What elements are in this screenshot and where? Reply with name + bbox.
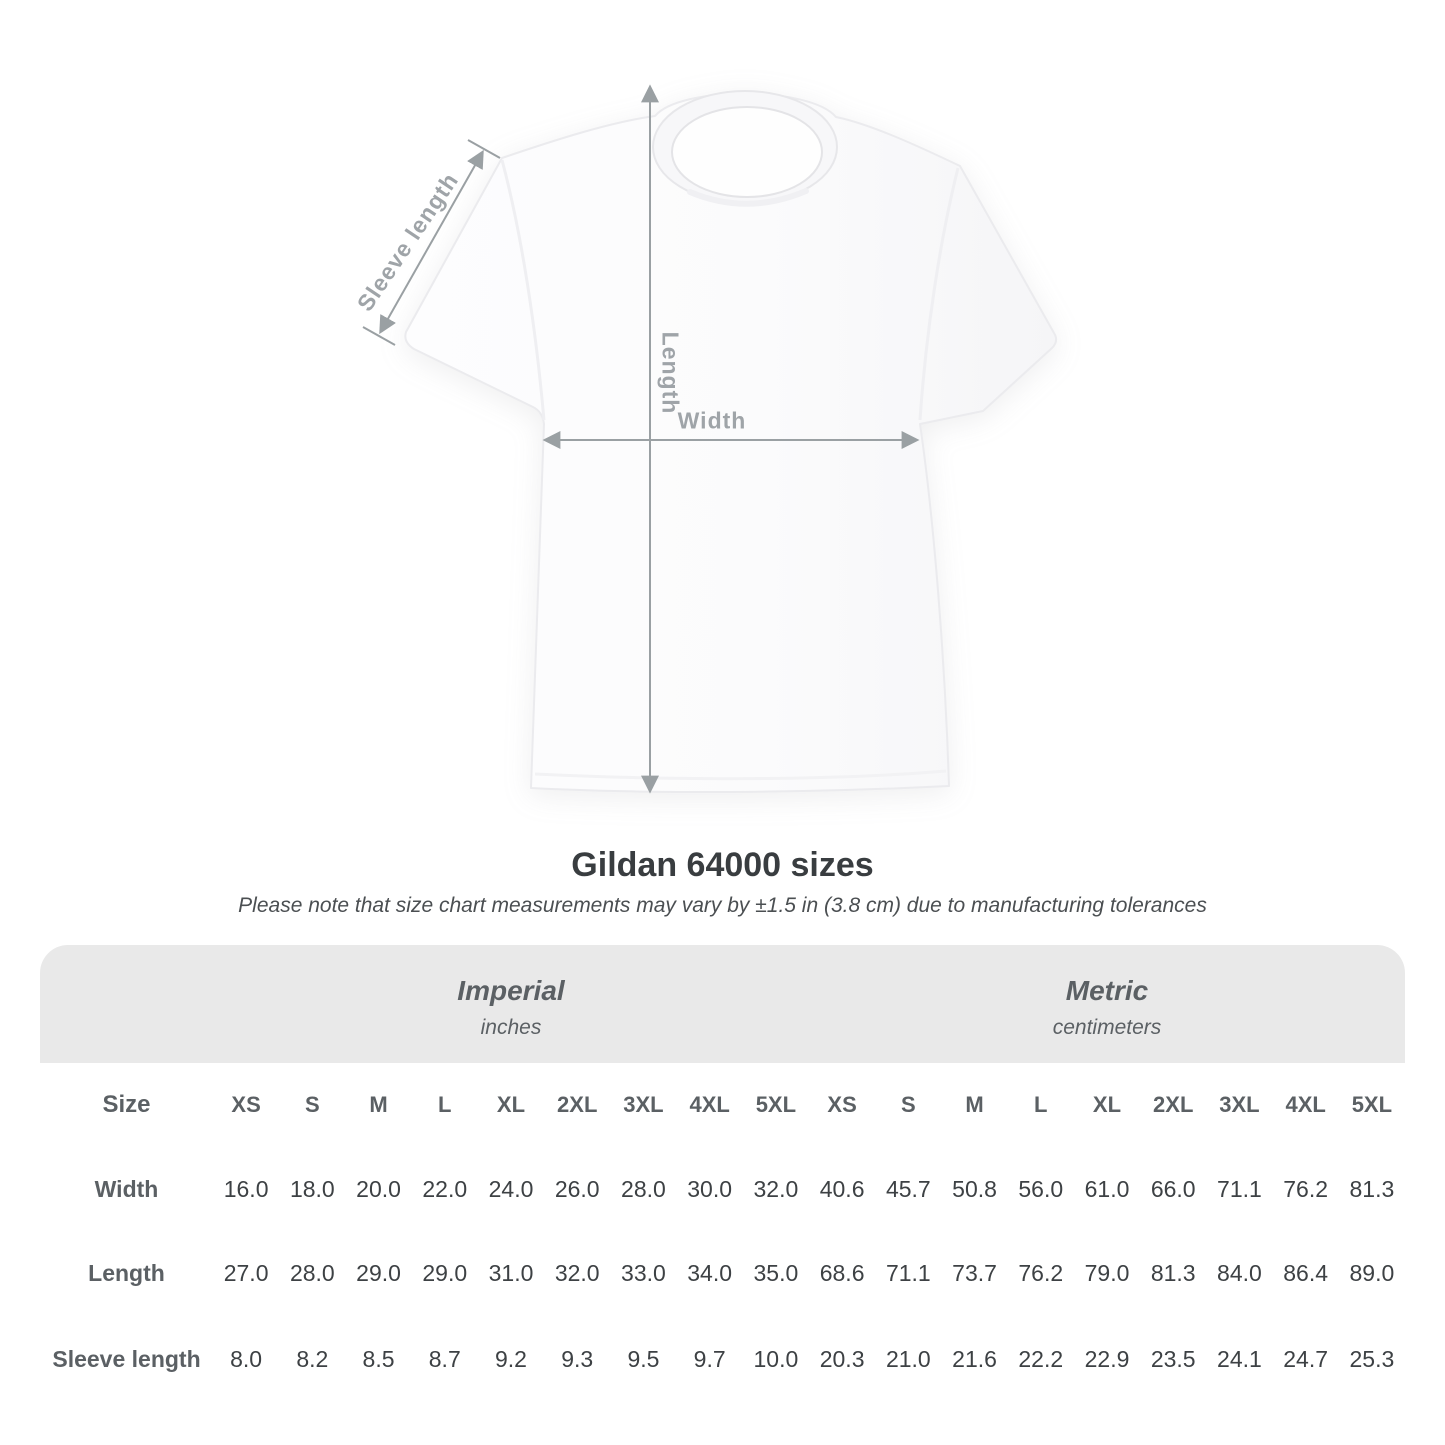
size-table-grid: Size XS S M L XL 2XL 3XL 4XL 5XL XS S M L XL 2XL 3XL 4XL 5… xyxy=(40,1063,1405,1403)
size-header-l: L xyxy=(1034,1092,1048,1117)
size-value-cell: 30.0 xyxy=(687,1175,733,1202)
size-value-cell: 24.7 xyxy=(1283,1345,1329,1372)
size-value-cell: 8.7 xyxy=(428,1345,461,1372)
size-value-cell: 68.6 xyxy=(819,1259,865,1286)
size-header-4xl: 4XL xyxy=(1285,1092,1326,1117)
measurement-arrows xyxy=(362,84,920,794)
size-value-cell: 16.0 xyxy=(223,1175,269,1202)
size-value-cell: 21.6 xyxy=(952,1345,997,1372)
size-value-cell: 40.6 xyxy=(819,1175,865,1202)
size-value-cell: 79.0 xyxy=(1084,1259,1130,1286)
size-value-cell: 24.0 xyxy=(488,1175,534,1202)
size-header-xl: XL xyxy=(1092,1092,1122,1117)
size-value-cell: 9.2 xyxy=(495,1345,527,1372)
size-value-cell: 22.0 xyxy=(422,1175,468,1202)
size-header-2xl: 2XL xyxy=(557,1092,598,1117)
size-value-cell: 20.3 xyxy=(819,1345,865,1372)
size-value-cell: 66.0 xyxy=(1150,1175,1196,1202)
size-header-3xl: 3XL xyxy=(1219,1092,1260,1117)
length-label: Length xyxy=(657,331,684,415)
size-value-cell: 21.0 xyxy=(885,1345,931,1372)
size-header-2xl: 2XL xyxy=(1153,1092,1194,1117)
size-value-cell: 25.3 xyxy=(1349,1345,1395,1372)
size-value-cell: 22.2 xyxy=(1018,1345,1064,1372)
page-title: Gildan 64000 sizes xyxy=(571,846,874,884)
size-value-cell: 81.3 xyxy=(1349,1175,1395,1202)
band-size-spacer xyxy=(40,945,213,1063)
imperial-group-name: Imperial xyxy=(457,974,565,1006)
size-value-cell: 8.0 xyxy=(230,1345,263,1372)
size-value-cell: 29.0 xyxy=(356,1259,401,1286)
size-value-cell: 9.3 xyxy=(561,1345,594,1372)
width-label: Width xyxy=(677,407,747,434)
size-header-xs: XS xyxy=(827,1092,857,1117)
size-value-cell: 35.0 xyxy=(753,1259,799,1286)
size-value-cell: 76.2 xyxy=(1283,1175,1329,1202)
row-label-sleeve-length: Sleeve length xyxy=(52,1345,201,1372)
size-value-cell: 31.0 xyxy=(488,1259,534,1286)
size-value-cell: 86.4 xyxy=(1283,1259,1329,1286)
size-header-5xl: 5XL xyxy=(1351,1092,1393,1117)
size-value-cell: 28.0 xyxy=(621,1175,666,1202)
size-value-cell: 9.7 xyxy=(693,1345,726,1372)
size-header-xl: XL xyxy=(496,1092,526,1117)
size-value-cell: 26.0 xyxy=(554,1175,600,1202)
size-header-xs: XS xyxy=(231,1092,261,1117)
size-header-m: M xyxy=(369,1092,388,1117)
row-label-length: Length xyxy=(88,1259,165,1286)
size-value-cell: 76.2 xyxy=(1018,1259,1064,1286)
size-value-cell: 10.0 xyxy=(753,1345,799,1372)
tshirt-illustration xyxy=(362,84,1058,794)
size-value-cell: 84.0 xyxy=(1217,1259,1262,1286)
size-header-l: L xyxy=(438,1092,452,1117)
sleeve-arrow-end-tick xyxy=(467,139,501,159)
size-value-cell: 27.0 xyxy=(223,1259,269,1286)
size-header-4xl: 4XL xyxy=(689,1092,730,1117)
row-label-width: Width xyxy=(94,1175,159,1202)
size-value-cell: 32.0 xyxy=(753,1175,799,1202)
size-header-5xl: 5XL xyxy=(755,1092,797,1117)
size-value-cell: 89.0 xyxy=(1349,1259,1395,1286)
size-value-cell: 8.5 xyxy=(362,1345,395,1372)
size-column-header: Size xyxy=(102,1091,151,1118)
size-value-cell: 61.0 xyxy=(1084,1175,1130,1202)
unit-group-band: Imperial inches Metric centimeters xyxy=(40,945,1405,1063)
size-value-cell: 33.0 xyxy=(621,1259,666,1286)
size-value-cell: 8.2 xyxy=(296,1345,329,1372)
size-value-cell: 71.1 xyxy=(1217,1175,1262,1202)
size-value-cell: 29.0 xyxy=(422,1259,468,1286)
tolerance-note: Please note that size chart measurements… xyxy=(238,894,1207,917)
size-value-cell: 32.0 xyxy=(554,1259,600,1286)
tshirt-measurement-diagram: Sleeve length Length Width xyxy=(352,84,1058,794)
size-value-cell: 45.7 xyxy=(885,1175,931,1202)
size-value-cell: 71.1 xyxy=(885,1259,931,1286)
size-header-m: M xyxy=(965,1092,984,1117)
tshirt-shape xyxy=(404,90,1058,794)
size-value-cell: 73.7 xyxy=(952,1259,997,1286)
metric-group-unit: centimeters xyxy=(1052,1015,1162,1039)
imperial-group-header: Imperial inches xyxy=(213,945,809,1063)
imperial-group-unit: inches xyxy=(480,1015,542,1039)
size-value-cell: 28.0 xyxy=(289,1259,335,1286)
sleeve-length-arrow xyxy=(379,149,484,335)
size-header-s: S xyxy=(900,1092,916,1117)
size-value-cell: 22.9 xyxy=(1084,1345,1130,1372)
size-value-cell: 81.3 xyxy=(1150,1259,1196,1286)
size-value-cell: 56.0 xyxy=(1018,1175,1064,1202)
size-value-cell: 18.0 xyxy=(289,1175,335,1202)
size-value-cell: 24.1 xyxy=(1217,1345,1262,1372)
size-value-cell: 20.0 xyxy=(356,1175,401,1202)
size-header-3xl: 3XL xyxy=(623,1092,664,1117)
size-value-cell: 23.5 xyxy=(1150,1345,1196,1372)
size-value-cell: 9.5 xyxy=(627,1345,660,1372)
metric-group-header: Metric centimeters xyxy=(809,945,1405,1063)
sleeve-arrow-start-tick xyxy=(362,326,396,346)
size-value-cell: 34.0 xyxy=(687,1259,733,1286)
size-value-cell: 50.8 xyxy=(952,1175,997,1202)
size-table: Imperial inches Metric centimeters Size X… xyxy=(40,945,1405,1403)
size-header-s: S xyxy=(304,1092,320,1117)
metric-group-name: Metric xyxy=(1065,974,1149,1006)
